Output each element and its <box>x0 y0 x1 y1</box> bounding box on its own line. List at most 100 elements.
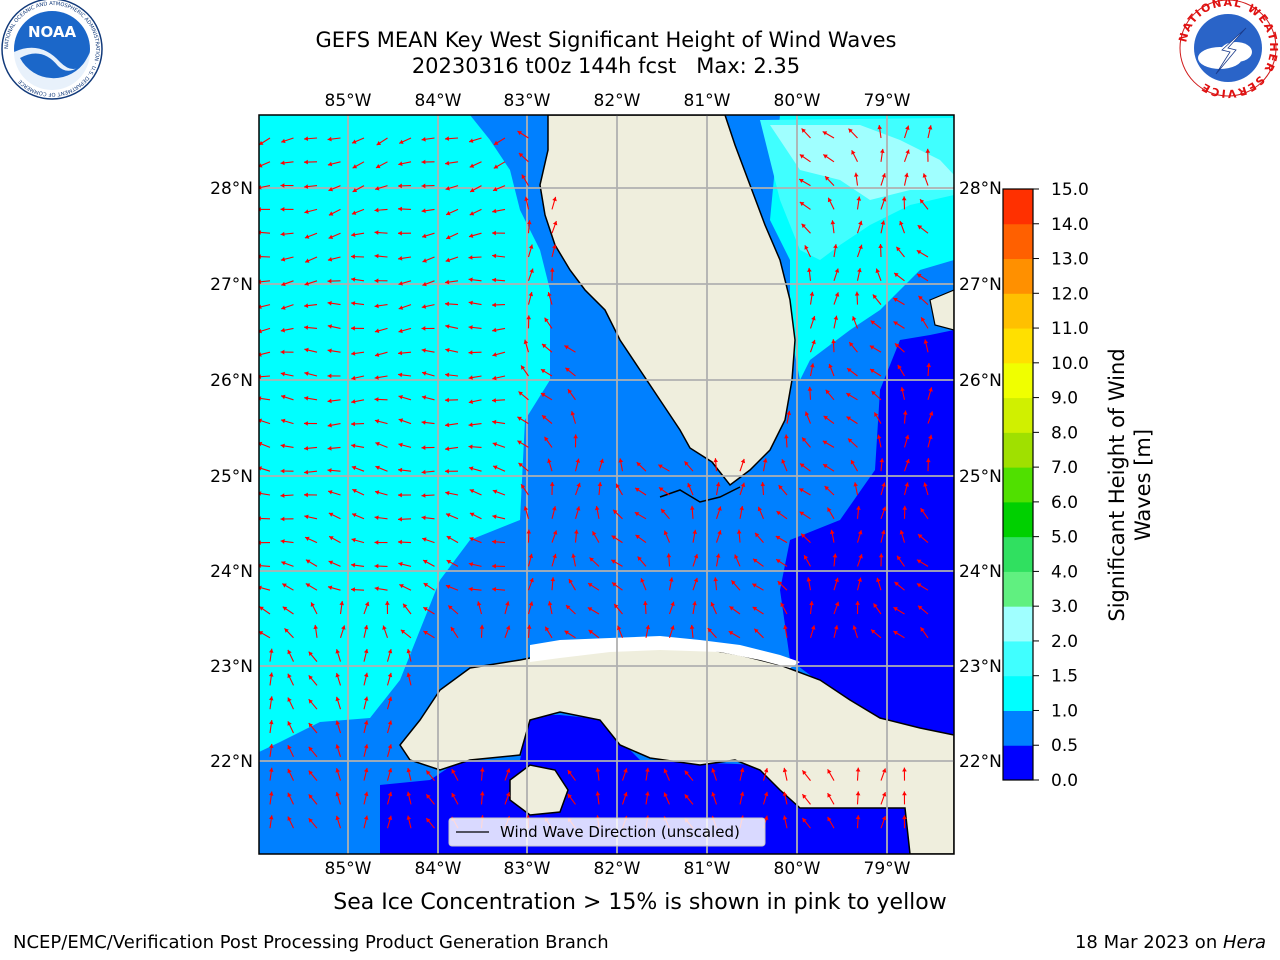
wave-arrow-head <box>308 699 313 704</box>
lon-label-bottom: 80°W <box>774 859 821 879</box>
wave-arrow-head <box>363 768 369 773</box>
wave-arrow-head <box>752 583 757 588</box>
wave-arrow-head <box>469 466 474 471</box>
wave-arrow-head <box>280 493 285 498</box>
wave-arrow-head <box>693 577 699 583</box>
lon-label-bottom: 82°W <box>594 859 641 879</box>
wave-arrow-head <box>550 577 556 582</box>
wave-arrow-head <box>846 416 851 421</box>
wave-arrow-head <box>327 398 332 404</box>
colorbar-segment <box>1003 710 1033 746</box>
wave-band-2.0-3.0 <box>770 125 954 200</box>
wave-arrow-head <box>468 325 473 330</box>
wave-arrow-head <box>423 559 428 564</box>
wave-arrow-head <box>398 161 403 166</box>
credit-text: NCEP/EMC/Verification Post Processing Pr… <box>13 932 609 953</box>
wave-arrow-head <box>922 173 928 178</box>
wave-arrow-head <box>804 411 810 416</box>
sea-ice-note: Sea Ice Concentration > 15% is shown in … <box>333 890 947 915</box>
wave-arrow-head <box>801 533 806 538</box>
colorbar-tick-label: 5.0 <box>1051 528 1078 548</box>
wave-arrow-head <box>421 183 426 189</box>
nws-logo-icon: NATIONAL WEATHER SERVICE <box>1176 0 1279 100</box>
wave-arrow-head <box>351 301 356 306</box>
wave-arrow-head <box>904 482 909 487</box>
colorbar-segment <box>1003 745 1033 781</box>
wave-arrow-head <box>645 767 650 772</box>
wave-arrow-head <box>857 268 862 273</box>
wave-arrow-head <box>855 767 861 772</box>
wave-arrow-head <box>304 469 309 475</box>
wave-arrow-head <box>446 560 452 565</box>
wave-arrow-head <box>711 792 716 797</box>
wave-arrow-head <box>855 815 861 820</box>
colorbar-frame <box>1002 188 1034 781</box>
wave-arrow-head <box>916 559 922 564</box>
wave-arrow-head <box>287 673 292 679</box>
wave-arrow-head <box>492 587 497 592</box>
wave-arrow-head <box>406 672 412 678</box>
wave-arrow-head <box>623 792 628 797</box>
wave-arrow-head <box>351 232 356 237</box>
wave-arrow-head <box>305 559 311 564</box>
wave-arrow-head <box>448 605 453 610</box>
wave-arrow-head <box>492 253 497 259</box>
colorbar-label-line-2: Waves [m] <box>1131 429 1155 541</box>
wave-arrow-head <box>304 209 309 214</box>
wave-arrow-head <box>446 513 451 518</box>
wave-arrow-head <box>304 421 308 426</box>
colorbar-tick-label: 3.0 <box>1051 597 1078 617</box>
wave-arrow-head <box>707 628 713 633</box>
wave-arrow-head <box>363 791 369 797</box>
wave-arrow-head <box>398 328 403 334</box>
wave-arrow-head <box>398 281 403 286</box>
wave-arrow-head <box>552 506 557 511</box>
wave-arrow-head <box>659 487 664 492</box>
wave-arrow-head <box>269 672 274 677</box>
wave-arrow-head <box>327 257 333 262</box>
wave-arrow-head <box>308 723 313 728</box>
wave-arrow-head <box>588 630 594 635</box>
wave-arrow-head <box>854 291 860 296</box>
wave-arrow-head <box>280 327 285 333</box>
wave-arrow-head <box>523 506 529 511</box>
wave-arrow-head <box>363 649 369 654</box>
wave-arrow-head <box>540 369 546 374</box>
wave-arrow-head <box>637 556 642 561</box>
wave-arrow-head <box>857 530 863 535</box>
wave-arrow-head <box>335 792 340 797</box>
wave-arrow-head <box>363 696 369 701</box>
wave-arrow-head <box>800 463 805 468</box>
wave-arrow-head <box>287 792 292 798</box>
wave-arrow-head <box>902 505 908 510</box>
wave-arrow-head <box>739 767 745 773</box>
wave-arrow-head <box>925 148 931 153</box>
wave-arrow-head <box>576 482 581 488</box>
wave-arrow-head <box>374 540 379 545</box>
wave-arrow-head <box>363 815 369 820</box>
wave-arrow-head <box>822 440 828 445</box>
wave-arrow-head <box>327 161 333 167</box>
wave-arrow-head <box>445 490 450 496</box>
wave-arrow-head <box>335 720 340 725</box>
wave-arrow-head <box>398 206 402 212</box>
wave-arrow-head <box>918 295 923 301</box>
colorbar-segment <box>1003 467 1033 503</box>
wave-arrow-head <box>328 585 333 590</box>
wave-arrow-head <box>763 768 769 773</box>
lat-label-right: 25°N <box>959 467 1002 487</box>
wave-arrow-head <box>382 625 387 630</box>
wave-arrow-head <box>304 303 309 308</box>
colorbar-segment <box>1003 258 1033 294</box>
wave-arrow-head <box>451 793 456 798</box>
wave-arrow-head <box>492 442 498 447</box>
wave-arrow-head <box>281 305 286 310</box>
colorbar-segment <box>1003 189 1033 225</box>
wave-arrow-head <box>526 315 532 320</box>
wave-arrow-head <box>904 172 909 178</box>
cuba-coast-north-mask <box>530 636 800 668</box>
wave-arrow-head <box>858 554 863 559</box>
wave-arrow-head <box>421 208 426 213</box>
wave-arrow-head <box>468 399 473 404</box>
